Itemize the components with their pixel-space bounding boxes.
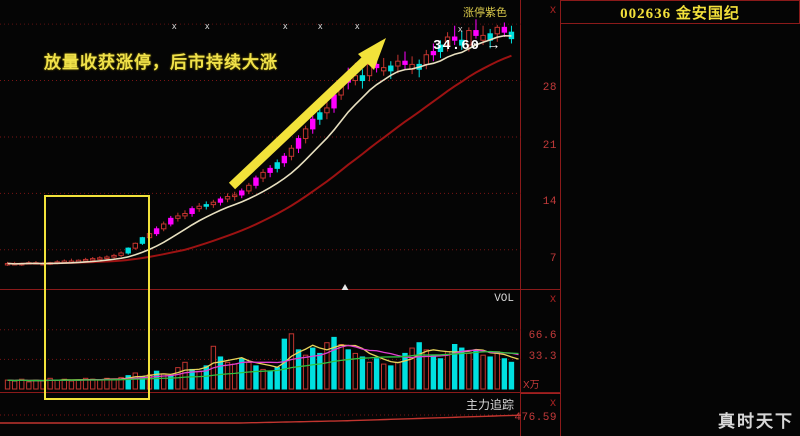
annotation-note: 放量收获涨停，后市持续大涨 xyxy=(44,53,278,72)
price-axis-tick-14: 14 xyxy=(542,196,557,208)
limit-up-legend: 涨停紫色 xyxy=(463,7,507,19)
volume-panel-close-icon[interactable]: x xyxy=(550,291,556,305)
volume-panel-title: VOL xyxy=(494,293,514,305)
volume-by-price-panel[interactable] xyxy=(561,0,800,436)
price-axis-tick-7: 7 xyxy=(549,253,557,265)
price-tag-label: 34.60 → xyxy=(433,38,499,54)
stock-header-label: 002636 金安国纪 xyxy=(620,5,740,22)
price-axis-column: x 28 21 14 7 xyxy=(521,0,561,290)
top-marker-x-6: x xyxy=(458,24,463,34)
top-marker-x-5: x xyxy=(355,21,360,31)
price-axis-tick-28: 28 xyxy=(542,82,557,94)
zhuli-panel-close-icon[interactable]: x xyxy=(550,395,556,409)
zhuli-axis-value: 476.59 xyxy=(514,412,557,424)
zhuli-tracking-panel[interactable]: 主力追踪 xyxy=(0,393,522,436)
top-marker-x-4: x xyxy=(318,21,323,31)
zhuli-chart-canvas xyxy=(0,414,522,424)
price-axis-tick-21: 21 xyxy=(542,140,557,152)
price-panel-close-icon[interactable]: x xyxy=(550,2,556,16)
signal-triangle-icon xyxy=(341,284,349,291)
zhuli-panel-title: 主力追踪 xyxy=(465,398,514,412)
top-marker-x-2: x xyxy=(205,21,210,31)
top-marker-x-1: x xyxy=(172,21,177,31)
price-chart-canvas xyxy=(0,19,521,266)
zhuli-axis-column: x 476.59 xyxy=(514,393,561,436)
price-chart-panel[interactable]: 放量收获涨停，后市持续大涨 34.60 → 涨停紫色 xyxy=(0,0,521,291)
volume-chart-panel[interactable]: VOL xyxy=(0,290,521,393)
volume-unit-label: X万 xyxy=(523,380,540,391)
top-marker-x-3: x xyxy=(283,21,288,31)
price-tag-arrow-icon: → xyxy=(489,38,499,54)
volume-axis-column: x 66.6 33.3 X万 xyxy=(521,290,561,393)
price-tag-value: 34.60 xyxy=(433,38,481,54)
volume-axis-tick-666: 66.6 xyxy=(528,330,557,342)
stock-header: 002636 金安国纪 xyxy=(561,0,800,24)
volume-chart-canvas xyxy=(0,329,521,390)
watermark-label: 真时天下 xyxy=(718,412,794,431)
volume-axis-tick-333: 33.3 xyxy=(528,351,557,363)
